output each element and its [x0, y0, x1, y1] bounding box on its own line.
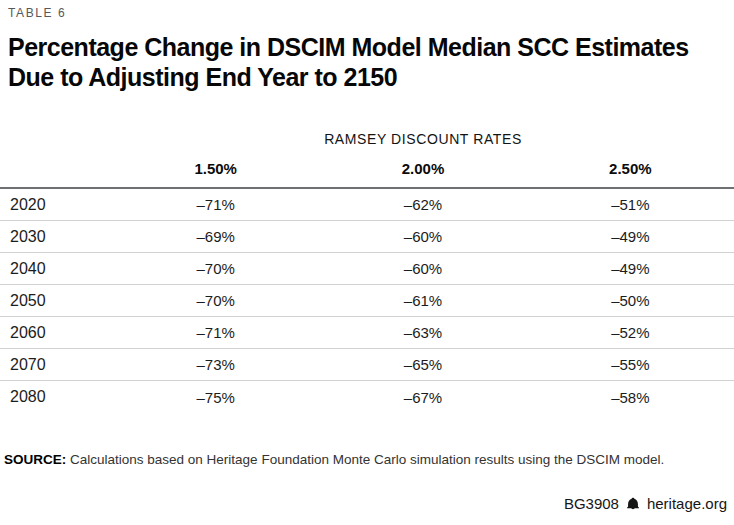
value-cell: –73% [112, 356, 319, 373]
publisher-site: heritage.org [647, 495, 727, 512]
table-row: 2020 –71% –62% –51% [0, 189, 734, 221]
table-body: 2020 –71% –62% –51% 2030 –69% –60% –49% … [0, 189, 734, 413]
value-cell: –60% [319, 260, 526, 277]
year-cell: 2080 [0, 388, 112, 406]
value-cell: –51% [527, 196, 734, 213]
table-row: 2070 –73% –65% –55% [0, 349, 734, 381]
source-text: Calculations based on Heritage Foundatio… [66, 452, 664, 467]
value-cell: –49% [527, 228, 734, 245]
figure-footer: BG3908 heritage.org [0, 495, 734, 512]
value-cell: –65% [319, 356, 526, 373]
year-cell: 2050 [0, 292, 112, 310]
year-cell: 2070 [0, 356, 112, 374]
table-title-line2: Due to Adjusting End Year to 2150 [8, 62, 726, 92]
table-row: 2080 –75% –67% –58% [0, 381, 734, 413]
column-group-header-row: RAMSEY DISCOUNT RATES [0, 130, 734, 148]
value-cell: –55% [527, 356, 734, 373]
value-cell: –61% [319, 292, 526, 309]
value-cell: –62% [319, 196, 526, 213]
publication-id: BG3908 [564, 495, 619, 512]
value-cell: –71% [112, 324, 319, 341]
year-cell: 2040 [0, 260, 112, 278]
table-row: 2040 –70% –60% –49% [0, 253, 734, 285]
year-cell: 2020 [0, 196, 112, 214]
table-title-line1: Percentage Change in DSCIM Model Median … [8, 32, 726, 62]
value-cell: –63% [319, 324, 526, 341]
value-cell: –67% [319, 389, 526, 406]
value-cell: –49% [527, 260, 734, 277]
report-table-figure: TABLE 6 Percentage Change in DSCIM Model… [0, 0, 734, 512]
year-cell: 2030 [0, 228, 112, 246]
value-cell: –52% [527, 324, 734, 341]
value-cell: –60% [319, 228, 526, 245]
column-header-rate-2: 2.00% [319, 160, 526, 178]
value-cell: –69% [112, 228, 319, 245]
column-group-header: RAMSEY DISCOUNT RATES [112, 130, 734, 148]
group-header-spacer [0, 130, 112, 148]
column-header-rate-3: 2.50% [527, 160, 734, 178]
column-header-rate-1: 1.50% [112, 160, 319, 178]
table-row: 2050 –70% –61% –50% [0, 285, 734, 317]
table-header-row: 1.50% 2.00% 2.50% [0, 148, 734, 189]
year-cell: 2060 [0, 324, 112, 342]
table-row: 2030 –69% –60% –49% [0, 221, 734, 253]
value-cell: –75% [112, 389, 319, 406]
source-label: SOURCE: [4, 452, 66, 467]
year-column-header [0, 160, 112, 178]
value-cell: –71% [112, 196, 319, 213]
value-cell: –70% [112, 292, 319, 309]
value-cell: –70% [112, 260, 319, 277]
heritage-liberty-bell-icon [625, 496, 641, 512]
table-title: Percentage Change in DSCIM Model Median … [0, 32, 734, 92]
source-note: SOURCE: Calculations based on Heritage F… [0, 451, 734, 468]
table-number-label: TABLE 6 [0, 6, 734, 20]
value-cell: –58% [527, 389, 734, 406]
table-row: 2060 –71% –63% –52% [0, 317, 734, 349]
value-cell: –50% [527, 292, 734, 309]
